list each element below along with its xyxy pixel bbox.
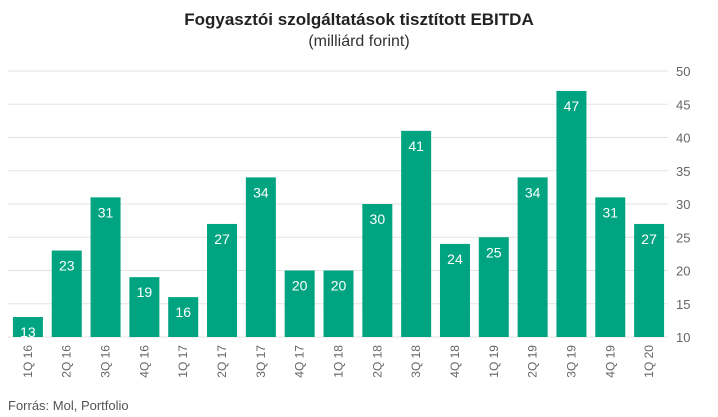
x-tick-label: 4Q 18 <box>448 345 462 378</box>
bar <box>323 270 354 337</box>
bar <box>478 237 509 337</box>
y-tick-label: 45 <box>676 97 690 112</box>
x-tick-label: 3Q 19 <box>564 345 578 378</box>
y-tick-label: 15 <box>676 297 690 312</box>
x-tick-label: 3Q 18 <box>409 345 423 378</box>
x-tick-label: 2Q 19 <box>526 345 540 378</box>
bar-value-label: 13 <box>20 324 36 340</box>
bar-value-label: 20 <box>292 278 308 294</box>
x-tick-label: 1Q 16 <box>21 345 35 378</box>
bar <box>284 270 315 337</box>
x-tick-label: 1Q 19 <box>487 345 501 378</box>
x-tick-label: 1Q 18 <box>332 345 346 378</box>
bar <box>129 277 160 337</box>
bar <box>168 297 199 337</box>
x-tick-label: 2Q 18 <box>370 345 384 378</box>
x-axis-ticks: 1Q 16 2Q 16 3Q 16 4Q 16 1Q 17 2Q 17 3Q 17 4Q 17… <box>21 345 656 378</box>
bar <box>556 90 587 337</box>
y-tick-label: 40 <box>676 131 690 146</box>
bar-value-label: 20 <box>331 278 347 294</box>
chart-title: Fogyasztói szolgáltatások tisztított EBI… <box>184 10 534 29</box>
bar <box>245 177 276 337</box>
x-tick-label: 3Q 17 <box>254 345 268 378</box>
x-tick-label: 1Q 20 <box>642 345 656 378</box>
bar <box>90 197 121 337</box>
bar <box>51 250 82 337</box>
x-tick-label: 2Q 16 <box>60 345 74 378</box>
bar-value-label: 27 <box>641 231 657 247</box>
x-tick-label: 2Q 17 <box>215 345 229 378</box>
bar <box>517 177 548 337</box>
x-tick-label: 3Q 16 <box>99 345 113 378</box>
y-tick-label: 10 <box>676 330 690 345</box>
x-tick-label: 1Q 17 <box>176 345 190 378</box>
bar <box>595 197 626 337</box>
y-tick-label: 25 <box>676 230 690 245</box>
bar-value-label: 16 <box>175 304 191 320</box>
y-tick-label: 50 <box>676 64 690 79</box>
bar <box>401 130 432 337</box>
bar <box>207 223 238 337</box>
chart-subtitle: (milliárd forint) <box>308 33 410 50</box>
bar-value-label: 19 <box>137 284 153 300</box>
bar-value-label: 31 <box>602 204 618 220</box>
x-tick-label: 4Q 16 <box>137 345 151 378</box>
bar <box>439 243 470 337</box>
y-axis-ticks: 10 15 20 25 30 35 40 45 50 <box>676 64 690 345</box>
bar-value-label: 31 <box>98 204 114 220</box>
x-tick-label: 4Q 17 <box>293 345 307 378</box>
bar <box>634 223 665 337</box>
x-tick-label: 4Q 19 <box>603 345 617 378</box>
y-tick-label: 35 <box>676 164 690 179</box>
y-tick-label: 20 <box>676 264 690 279</box>
bar-value-label: 25 <box>486 244 502 260</box>
y-tick-label: 30 <box>676 197 690 212</box>
bar-value-label: 34 <box>253 184 269 200</box>
bar-value-label: 30 <box>370 211 386 227</box>
bar-value-label: 23 <box>59 258 75 274</box>
bar <box>362 204 393 337</box>
bar-value-label: 47 <box>564 98 580 114</box>
bars: 13 23 31 19 16 27 34 20 20 30 41 24 25 34 47 31 27 <box>12 90 665 340</box>
source-note: Forrás: Mol, Portfolio <box>8 398 129 413</box>
bar-value-label: 41 <box>408 138 424 154</box>
bar-value-label: 27 <box>214 231 230 247</box>
bar-value-label: 24 <box>447 251 463 267</box>
bar-value-label: 34 <box>525 184 541 200</box>
bar <box>12 317 43 337</box>
